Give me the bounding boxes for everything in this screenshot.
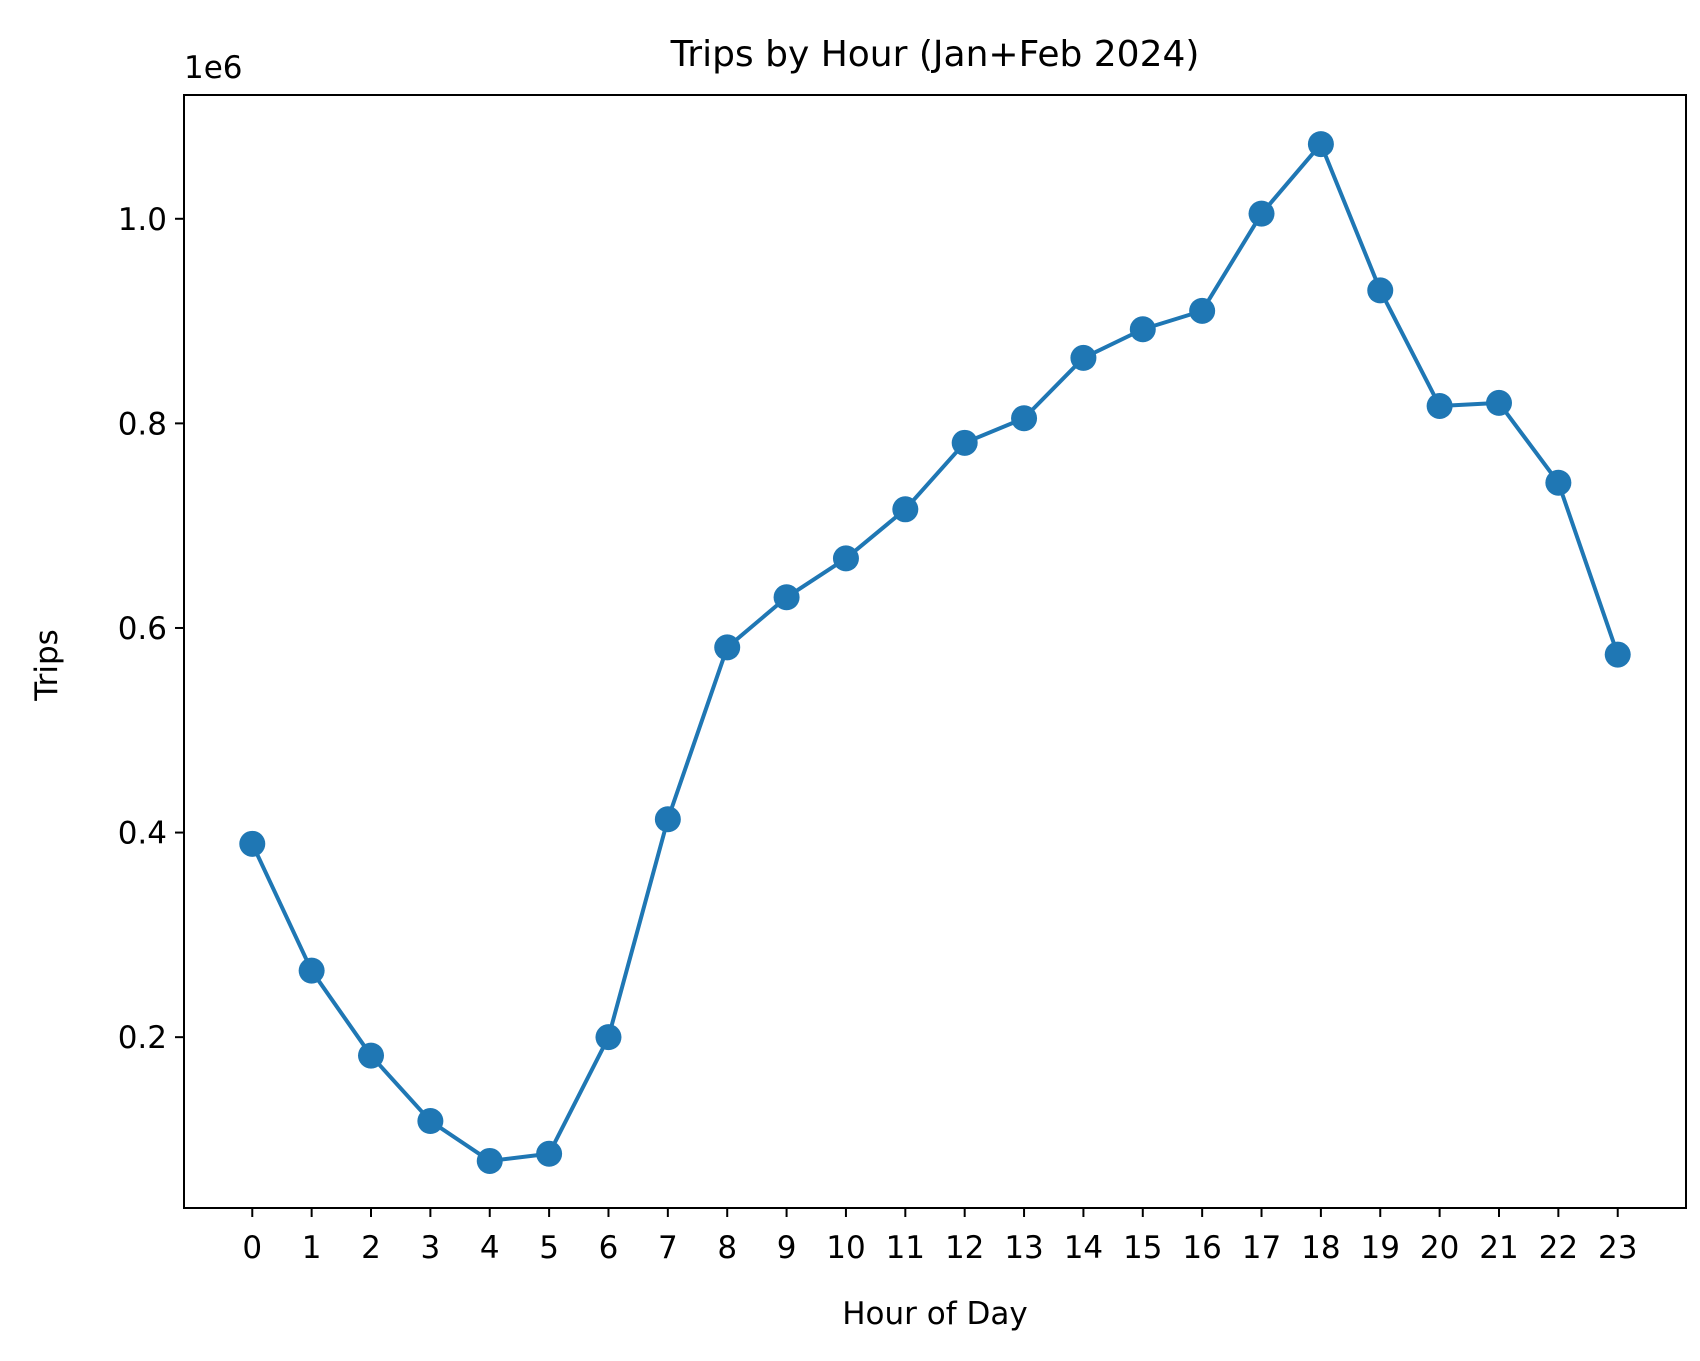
- data-point: [1129, 316, 1156, 343]
- data-point: [1189, 297, 1216, 324]
- x-tick-label: 20: [1420, 1230, 1459, 1266]
- data-point: [832, 545, 859, 572]
- x-tick-label: 14: [1064, 1230, 1103, 1266]
- data-point: [654, 806, 681, 833]
- x-tick-label: 16: [1182, 1230, 1221, 1266]
- data-point: [1011, 405, 1038, 432]
- data-point: [1485, 389, 1512, 416]
- x-tick-label: 8: [717, 1230, 737, 1266]
- x-tick-label: 17: [1242, 1230, 1281, 1266]
- y-tick-label: 0.8: [118, 406, 167, 442]
- x-tick-label: 3: [421, 1230, 441, 1266]
- data-point: [298, 957, 325, 984]
- data-point: [1367, 277, 1394, 304]
- data-point: [1604, 641, 1631, 668]
- x-tick-label: 22: [1539, 1230, 1578, 1266]
- x-tick-label: 11: [886, 1230, 925, 1266]
- data-point: [892, 496, 919, 523]
- x-tick-label: 15: [1123, 1230, 1162, 1266]
- x-tick-label: 23: [1598, 1230, 1637, 1266]
- x-tick-label: 10: [826, 1230, 865, 1266]
- data-point: [714, 634, 741, 661]
- plot-frame: [183, 94, 1687, 1209]
- y-axis-offset-label: 1e6: [184, 50, 243, 86]
- x-tick-label: 5: [539, 1230, 559, 1266]
- y-tick-label: 0.6: [118, 611, 167, 647]
- data-point: [239, 830, 266, 857]
- x-axis-label: Hour of Day: [842, 1296, 1027, 1332]
- x-tick-label: 4: [480, 1230, 500, 1266]
- data-point: [1070, 344, 1097, 371]
- y-axis-label: Trips: [29, 629, 65, 702]
- series-trips: [239, 131, 1631, 1174]
- x-tick-label: 7: [658, 1230, 678, 1266]
- x-tick-label: 21: [1479, 1230, 1518, 1266]
- series-line: [249, 142, 1621, 1163]
- data-point: [1307, 131, 1334, 158]
- data-point: [417, 1108, 444, 1135]
- chart-title: Trips by Hour (Jan+Feb 2024): [670, 34, 1200, 75]
- x-tick-label: 18: [1301, 1230, 1340, 1266]
- x-tick-label: 9: [777, 1230, 797, 1266]
- y-axis-ticks: 0.2 0.4 0.6 0.8 1.0: [118, 202, 184, 1056]
- x-axis-ticks: 0 1 2 3 4 5 6 7 8 9 10 11 12 13 14 15 16 17 18 19 20 21 22 23: [242, 1208, 1637, 1266]
- data-point: [595, 1024, 622, 1051]
- data-point: [358, 1042, 385, 1069]
- data-point: [476, 1147, 503, 1174]
- data-point: [1248, 200, 1275, 227]
- data-point: [536, 1140, 563, 1167]
- x-tick-label: 13: [1004, 1230, 1043, 1266]
- x-tick-label: 6: [599, 1230, 619, 1266]
- y-tick-label: 1.0: [118, 202, 167, 238]
- y-tick-label: 0.4: [118, 816, 167, 852]
- x-tick-label: 1: [302, 1230, 322, 1266]
- y-tick-label: 0.2: [118, 1020, 167, 1056]
- data-point: [1426, 392, 1453, 419]
- data-point: [951, 429, 978, 456]
- data-point: [1545, 469, 1572, 496]
- x-tick-label: 12: [945, 1230, 984, 1266]
- x-tick-label: 2: [361, 1230, 381, 1266]
- data-point: [773, 584, 800, 611]
- x-tick-label: 0: [242, 1230, 262, 1266]
- x-tick-label: 19: [1361, 1230, 1400, 1266]
